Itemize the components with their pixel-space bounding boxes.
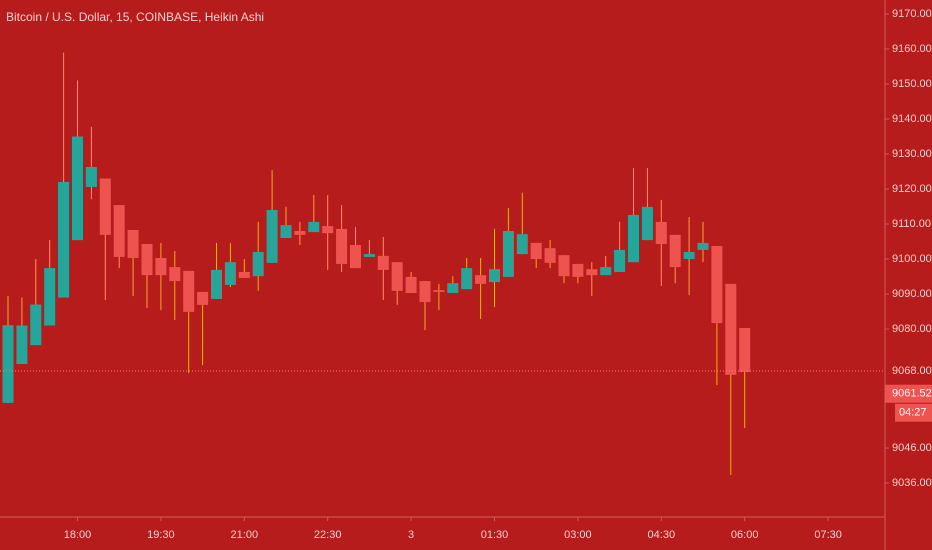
candle-body [294,231,306,235]
candle-body [16,325,28,365]
candle-body [350,245,361,269]
chart-title: Bitcoin / U.S. Dollar, 15, COINBASE, Hei… [6,10,264,24]
candle-body [614,249,626,272]
candle-body [72,136,83,241]
candle-body [655,221,667,244]
candle-body [600,267,612,276]
y-tick-label: 9080.00 [892,323,932,335]
candle-body [628,214,639,263]
y-tick-label: 9150.00 [892,78,932,90]
candle-body [30,304,42,346]
candle-body [113,205,125,257]
candle-body [558,255,570,277]
candle-body [99,178,111,235]
x-tick-label: 03:00 [564,529,592,541]
x-tick-label: 22:30 [314,529,342,541]
price-line-label: 9068.00 [892,365,932,377]
candle-body [586,269,598,276]
candle-body [419,281,431,303]
countdown-label: 04:27 [899,407,927,419]
candle-body [211,269,222,299]
candle-body [475,275,487,284]
candle-body [725,283,737,375]
y-tick-label: 9046.00 [892,442,932,454]
candle-body [58,182,70,298]
candle-body [85,166,97,187]
candle-body [224,262,236,285]
y-tick-label: 9160.00 [892,43,932,55]
candle-body [127,229,139,258]
candle-body [2,325,14,403]
candle-body [336,228,348,264]
y-tick-label: 9110.00 [892,218,931,230]
candle-body [683,252,695,260]
last-price-box [885,384,932,403]
candle-body [377,255,389,270]
x-tick-label: 07:30 [814,529,842,541]
candle-body [711,246,723,324]
x-tick-label: 06:00 [731,529,759,541]
x-tick-label: 18:00 [64,529,92,541]
candle-body [405,276,417,293]
candle-body [489,269,500,283]
countdown-box [895,403,932,422]
y-tick-label: 9100.00 [892,253,932,265]
candle-body [169,267,181,282]
candle-body [141,243,153,276]
x-tick-label: 01:30 [481,529,509,541]
y-tick-label: 9120.00 [892,183,932,195]
candle-body [308,221,320,233]
candle-body [502,231,514,277]
last-price-label: 9061.52 [892,388,932,400]
y-tick-label: 9140.00 [892,113,932,125]
candle-body [544,248,556,263]
candle-body [363,254,375,257]
candle-body [572,263,584,277]
candle-body [238,271,250,278]
candle-body [530,242,542,260]
x-tick-label: 19:30 [147,529,175,541]
x-tick-label: 3 [408,529,414,541]
y-tick-label: 9090.00 [892,288,932,300]
candle-body [280,225,292,239]
candle-body [266,210,278,263]
x-tick-label: 04:30 [648,529,676,541]
candle-body [697,242,709,250]
candle-body [252,252,264,277]
candle-body [739,327,751,373]
candle-body [183,270,195,312]
candle-body [44,268,56,326]
x-tick-label: 21:00 [231,529,259,541]
candle-body [155,257,167,276]
candle-body [669,234,681,268]
candle-body [641,206,653,241]
candle-body [516,234,528,255]
candle-body [447,283,459,293]
candle-body [461,268,473,290]
candle-body [391,262,403,291]
candle-body [197,291,209,305]
candle-body [322,226,334,234]
y-tick-label: 9036.00 [892,477,932,489]
y-tick-label: 9130.00 [892,148,932,160]
candle-body [433,290,445,292]
y-tick-label: 9170.00 [892,8,932,20]
